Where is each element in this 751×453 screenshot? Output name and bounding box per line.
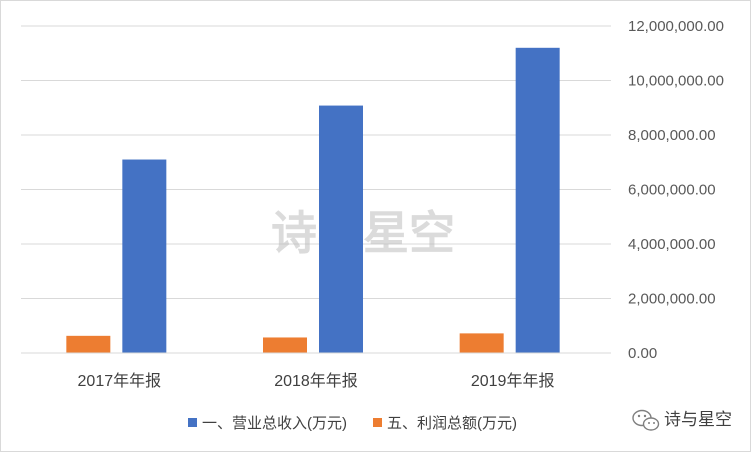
y-tick-label: 8,000,000.00 <box>628 127 716 144</box>
legend: 一、营业总收入(万元) 五、利润总额(万元) <box>188 415 517 432</box>
legend-swatch <box>373 418 382 427</box>
y-axis-ticks: 0.00 2,000,000.00 4,000,000.00 6,000,000.00… <box>628 18 724 362</box>
bar <box>66 335 111 353</box>
x-category-label: 2018年年报 <box>274 372 358 390</box>
legend-swatch <box>188 418 197 427</box>
bar <box>263 337 307 353</box>
bar <box>459 333 504 353</box>
bar <box>122 159 167 353</box>
bar <box>515 47 560 354</box>
bar <box>319 105 363 353</box>
bars <box>66 47 560 354</box>
brand-logo: 诗与星空 <box>632 409 732 431</box>
y-tick-label: 2,000,000.00 <box>628 291 716 308</box>
gridlines <box>21 25 611 299</box>
brand-label: 诗与星空 <box>664 410 732 429</box>
y-tick-label: 0.00 <box>628 345 657 362</box>
legend-item: 五、利润总额(万元) <box>373 415 517 432</box>
wechat-icon <box>632 409 660 431</box>
x-category-label: 2017年年报 <box>78 372 162 390</box>
y-tick-label: 12,000,000.00 <box>628 18 724 35</box>
x-axis-categories: 2017年年报 2018年年报 2019年年报 <box>78 372 555 390</box>
y-tick-label: 4,000,000.00 <box>628 236 716 253</box>
legend-label: 五、利润总额(万元) <box>387 415 517 432</box>
y-tick-label: 10,000,000.00 <box>628 73 724 90</box>
legend-item: 一、营业总收入(万元) <box>188 415 347 432</box>
legend-label: 一、营业总收入(万元) <box>202 415 347 432</box>
y-tick-label: 6,000,000.00 <box>628 182 716 199</box>
x-category-label: 2019年年报 <box>471 372 555 390</box>
